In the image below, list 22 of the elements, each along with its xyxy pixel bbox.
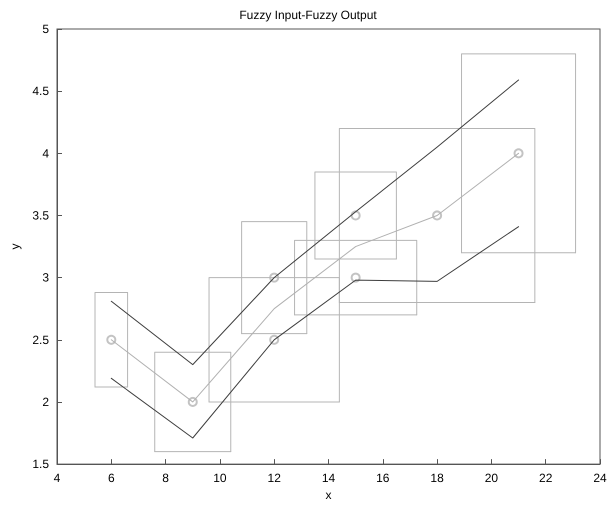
x-tick-label: 6 — [108, 471, 115, 486]
x-tick-label: 12 — [268, 471, 282, 486]
x-tick-label: 16 — [376, 471, 390, 486]
y-tick-label: 4 — [42, 146, 50, 160]
x-tick-label: 22 — [539, 471, 553, 486]
y-tick-label: 4.5 — [32, 84, 50, 98]
x-tick-label: 10 — [213, 471, 227, 486]
x-tick-label: 20 — [484, 471, 498, 486]
y-tick-label: 5 — [42, 22, 50, 36]
y-tick-label: 3 — [42, 270, 50, 285]
y-tick-label: 1.5 — [32, 457, 50, 472]
y-tick-label: 2 — [42, 394, 50, 409]
x-tick-label: 24 — [593, 471, 607, 486]
x-tick-label: 8 — [162, 471, 170, 486]
x-axis-title: x — [326, 488, 332, 502]
x-tick-label: 18 — [430, 471, 444, 486]
y-tick-label: 3.5 — [32, 208, 50, 222]
y-tick-label: 2.5 — [32, 332, 50, 347]
x-tick-label: 4 — [54, 471, 61, 486]
chart-title: Fuzzy Input-Fuzzy Output — [239, 8, 378, 22]
x-tick-label: 14 — [322, 471, 336, 486]
y-axis-title: y — [8, 244, 22, 250]
